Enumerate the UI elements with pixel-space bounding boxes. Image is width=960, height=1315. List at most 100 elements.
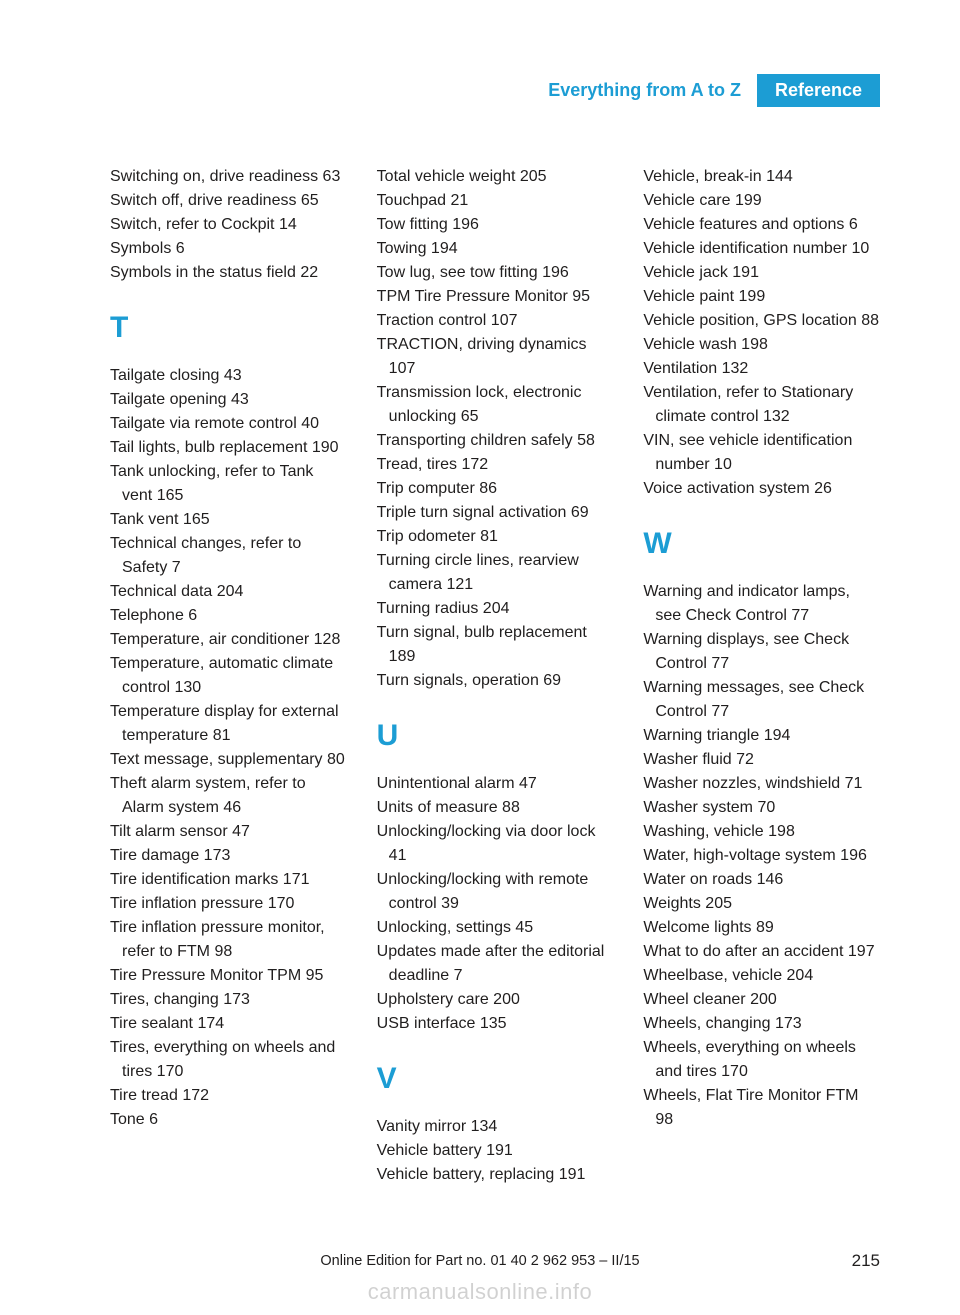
index-entry: Wheels, changing 173 <box>643 1012 880 1036</box>
index-entry: Tank vent 165 <box>110 508 347 532</box>
index-entry: Wheelbase, vehicle 204 <box>643 964 880 988</box>
index-entry: Vanity mirror 134 <box>377 1115 614 1139</box>
index-entry: Welcome lights 89 <box>643 916 880 940</box>
index-entry: Tire identification marks 171 <box>110 868 347 892</box>
index-entry: Unlocking/locking with remote control 39 <box>377 868 614 916</box>
index-entry: Symbols 6 <box>110 237 347 261</box>
index-entry: Ventilation, refer to Stationary climate… <box>643 381 880 429</box>
index-column: Switching on, drive readiness 63Switch o… <box>110 165 347 1187</box>
header-tab-label: Reference <box>757 74 880 107</box>
index-entry: Wheel cleaner 200 <box>643 988 880 1012</box>
index-entry: VIN, see vehicle identification number 1… <box>643 429 880 477</box>
index-entry: Vehicle paint 199 <box>643 285 880 309</box>
index-entry: Triple turn signal activation 69 <box>377 501 614 525</box>
index-entry: Switch off, drive readiness 65 <box>110 189 347 213</box>
index-entry: Technical data 204 <box>110 580 347 604</box>
index-entry: Warning displays, see Check Control 77 <box>643 628 880 676</box>
page: Everything from A to Z Reference Switchi… <box>0 0 960 1315</box>
index-entry: Text message, supplementary 80 <box>110 748 347 772</box>
index-entry: Switching on, drive readiness 63 <box>110 165 347 189</box>
index-entry: Tailgate via remote control 40 <box>110 412 347 436</box>
index-entry: Warning messages, see Check Control 77 <box>643 676 880 724</box>
index-entry: Weights 205 <box>643 892 880 916</box>
index-entry: Wheels, Flat Tire Monitor FTM 98 <box>643 1084 880 1132</box>
index-entry: Tail lights, bulb replacement 190 <box>110 436 347 460</box>
index-entry: Transporting children safely 58 <box>377 429 614 453</box>
index-entry: Tire tread 172 <box>110 1084 347 1108</box>
index-entry: Theft alarm system, refer to Alarm syste… <box>110 772 347 820</box>
index-entry: Tire inflation pressure monitor, refer t… <box>110 916 347 964</box>
index-entry: Tone 6 <box>110 1108 347 1132</box>
index-entry: Wheels, everything on wheels and tires 1… <box>643 1036 880 1084</box>
index-entry: Water on roads 146 <box>643 868 880 892</box>
index-entry: Towing 194 <box>377 237 614 261</box>
index-entry: Temperature, automatic climate control 1… <box>110 652 347 700</box>
index-entry: Units of measure 88 <box>377 796 614 820</box>
index-entry: Turning radius 204 <box>377 597 614 621</box>
footer-line: Online Edition for Part no. 01 40 2 962 … <box>0 1253 960 1269</box>
index-entry: Washer fluid 72 <box>643 748 880 772</box>
index-entry: Touchpad 21 <box>377 189 614 213</box>
index-entry: Tailgate opening 43 <box>110 388 347 412</box>
index-entry: Warning and indicator lamps, see Check C… <box>643 580 880 628</box>
index-columns: Switching on, drive readiness 63Switch o… <box>110 165 880 1187</box>
index-entry: Transmission lock, electronic unlocking … <box>377 381 614 429</box>
page-header: Everything from A to Z Reference <box>110 74 880 107</box>
index-entry: Tow lug, see tow fitting 196 <box>377 261 614 285</box>
index-entry: Trip odometer 81 <box>377 525 614 549</box>
index-entry: Vehicle identification number 10 <box>643 237 880 261</box>
index-entry: Vehicle position, GPS location 88 <box>643 309 880 333</box>
index-entry: Vehicle, break-in 144 <box>643 165 880 189</box>
index-entry: Symbols in the status field 22 <box>110 261 347 285</box>
index-entry: Temperature display for external tempera… <box>110 700 347 748</box>
index-entry: Temperature, air conditioner 128 <box>110 628 347 652</box>
index-entry: Voice activation system 26 <box>643 477 880 501</box>
index-entry: Tires, everything on wheels and tires 17… <box>110 1036 347 1084</box>
index-entry: Total vehicle weight 205 <box>377 165 614 189</box>
index-entry: Tire Pressure Monitor TPM 95 <box>110 964 347 988</box>
index-entry: Tire sealant 174 <box>110 1012 347 1036</box>
index-entry: Tires, changing 173 <box>110 988 347 1012</box>
index-letter: W <box>643 521 880 566</box>
index-entry: Tread, tires 172 <box>377 453 614 477</box>
index-entry: Trip computer 86 <box>377 477 614 501</box>
index-entry: Water, high-voltage system 196 <box>643 844 880 868</box>
index-entry: Unintentional alarm 47 <box>377 772 614 796</box>
index-entry: Tailgate closing 43 <box>110 364 347 388</box>
index-entry: Vehicle jack 191 <box>643 261 880 285</box>
index-entry: Upholstery care 200 <box>377 988 614 1012</box>
page-number: 215 <box>852 1251 880 1271</box>
header-section-label: Everything from A to Z <box>548 80 741 101</box>
index-entry: Traction control 107 <box>377 309 614 333</box>
index-entry: Turn signals, operation 69 <box>377 669 614 693</box>
index-entry: Vehicle battery 191 <box>377 1139 614 1163</box>
index-column: Vehicle, break-in 144Vehicle care 199Veh… <box>643 165 880 1187</box>
index-entry: Ventilation 132 <box>643 357 880 381</box>
watermark: carmanualsonline.info <box>0 1279 960 1305</box>
index-entry: Tow fitting 196 <box>377 213 614 237</box>
index-entry: TPM Tire Pressure Monitor 95 <box>377 285 614 309</box>
index-entry: Turn signal, bulb replacement 189 <box>377 621 614 669</box>
index-entry: USB interface 135 <box>377 1012 614 1036</box>
index-entry: Tilt alarm sensor 47 <box>110 820 347 844</box>
index-entry: What to do after an accident 197 <box>643 940 880 964</box>
index-entry: Washing, vehicle 198 <box>643 820 880 844</box>
index-letter: V <box>377 1056 614 1101</box>
index-entry: Washer nozzles, windshield 71 <box>643 772 880 796</box>
index-entry: Updates made after the editorial deadlin… <box>377 940 614 988</box>
index-letter: U <box>377 713 614 758</box>
index-entry: Warning triangle 194 <box>643 724 880 748</box>
index-entry: Vehicle wash 198 <box>643 333 880 357</box>
index-entry: TRACTION, driving dynamics 107 <box>377 333 614 381</box>
index-column: Total vehicle weight 205Touchpad 21Tow f… <box>377 165 614 1187</box>
index-entry: Turning circle lines, rearview camera 12… <box>377 549 614 597</box>
index-entry: Vehicle features and options 6 <box>643 213 880 237</box>
index-letter: T <box>110 305 347 350</box>
index-entry: Telephone 6 <box>110 604 347 628</box>
index-entry: Unlocking/locking via door lock 41 <box>377 820 614 868</box>
index-entry: Unlocking, settings 45 <box>377 916 614 940</box>
index-entry: Switch, refer to Cockpit 14 <box>110 213 347 237</box>
index-entry: Vehicle battery, replacing 191 <box>377 1163 614 1187</box>
index-entry: Tire inflation pressure 170 <box>110 892 347 916</box>
index-entry: Vehicle care 199 <box>643 189 880 213</box>
